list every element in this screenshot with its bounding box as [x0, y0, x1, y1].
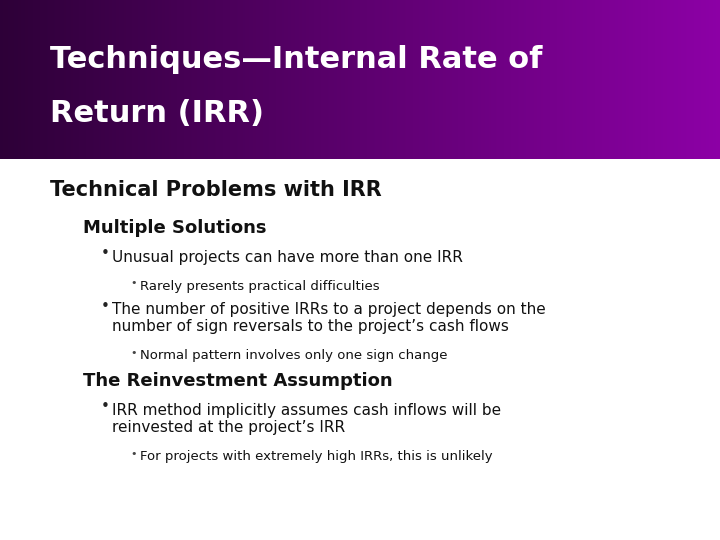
- Text: •: •: [101, 299, 109, 314]
- Text: number of sign reversals to the project’s cash flows: number of sign reversals to the project’…: [112, 320, 508, 334]
- Text: Rarely presents practical difficulties: Rarely presents practical difficulties: [140, 280, 380, 293]
- Text: Techniques—Internal Rate of: Techniques—Internal Rate of: [50, 45, 543, 73]
- Text: Normal pattern involves only one sign change: Normal pattern involves only one sign ch…: [140, 349, 448, 362]
- Text: For projects with extremely high IRRs, this is unlikely: For projects with extremely high IRRs, t…: [140, 450, 493, 463]
- Text: The Reinvestment Assumption: The Reinvestment Assumption: [83, 372, 392, 390]
- Text: •: •: [130, 449, 138, 458]
- Text: reinvested at the project’s IRR: reinvested at the project’s IRR: [112, 420, 345, 435]
- Text: •: •: [101, 246, 109, 261]
- Text: •: •: [101, 400, 109, 414]
- Text: •: •: [130, 279, 138, 288]
- Text: Unusual projects can have more than one IRR: Unusual projects can have more than one …: [112, 250, 462, 265]
- Text: •: •: [130, 348, 138, 358]
- Text: IRR method implicitly assumes cash inflows will be: IRR method implicitly assumes cash inflo…: [112, 403, 500, 418]
- Text: The number of positive IRRs to a project depends on the: The number of positive IRRs to a project…: [112, 302, 545, 318]
- Text: Multiple Solutions: Multiple Solutions: [83, 219, 266, 237]
- Text: Return (IRR): Return (IRR): [50, 99, 264, 128]
- Text: 20: 20: [650, 508, 675, 526]
- Text: Technical Problems with IRR: Technical Problems with IRR: [50, 180, 382, 200]
